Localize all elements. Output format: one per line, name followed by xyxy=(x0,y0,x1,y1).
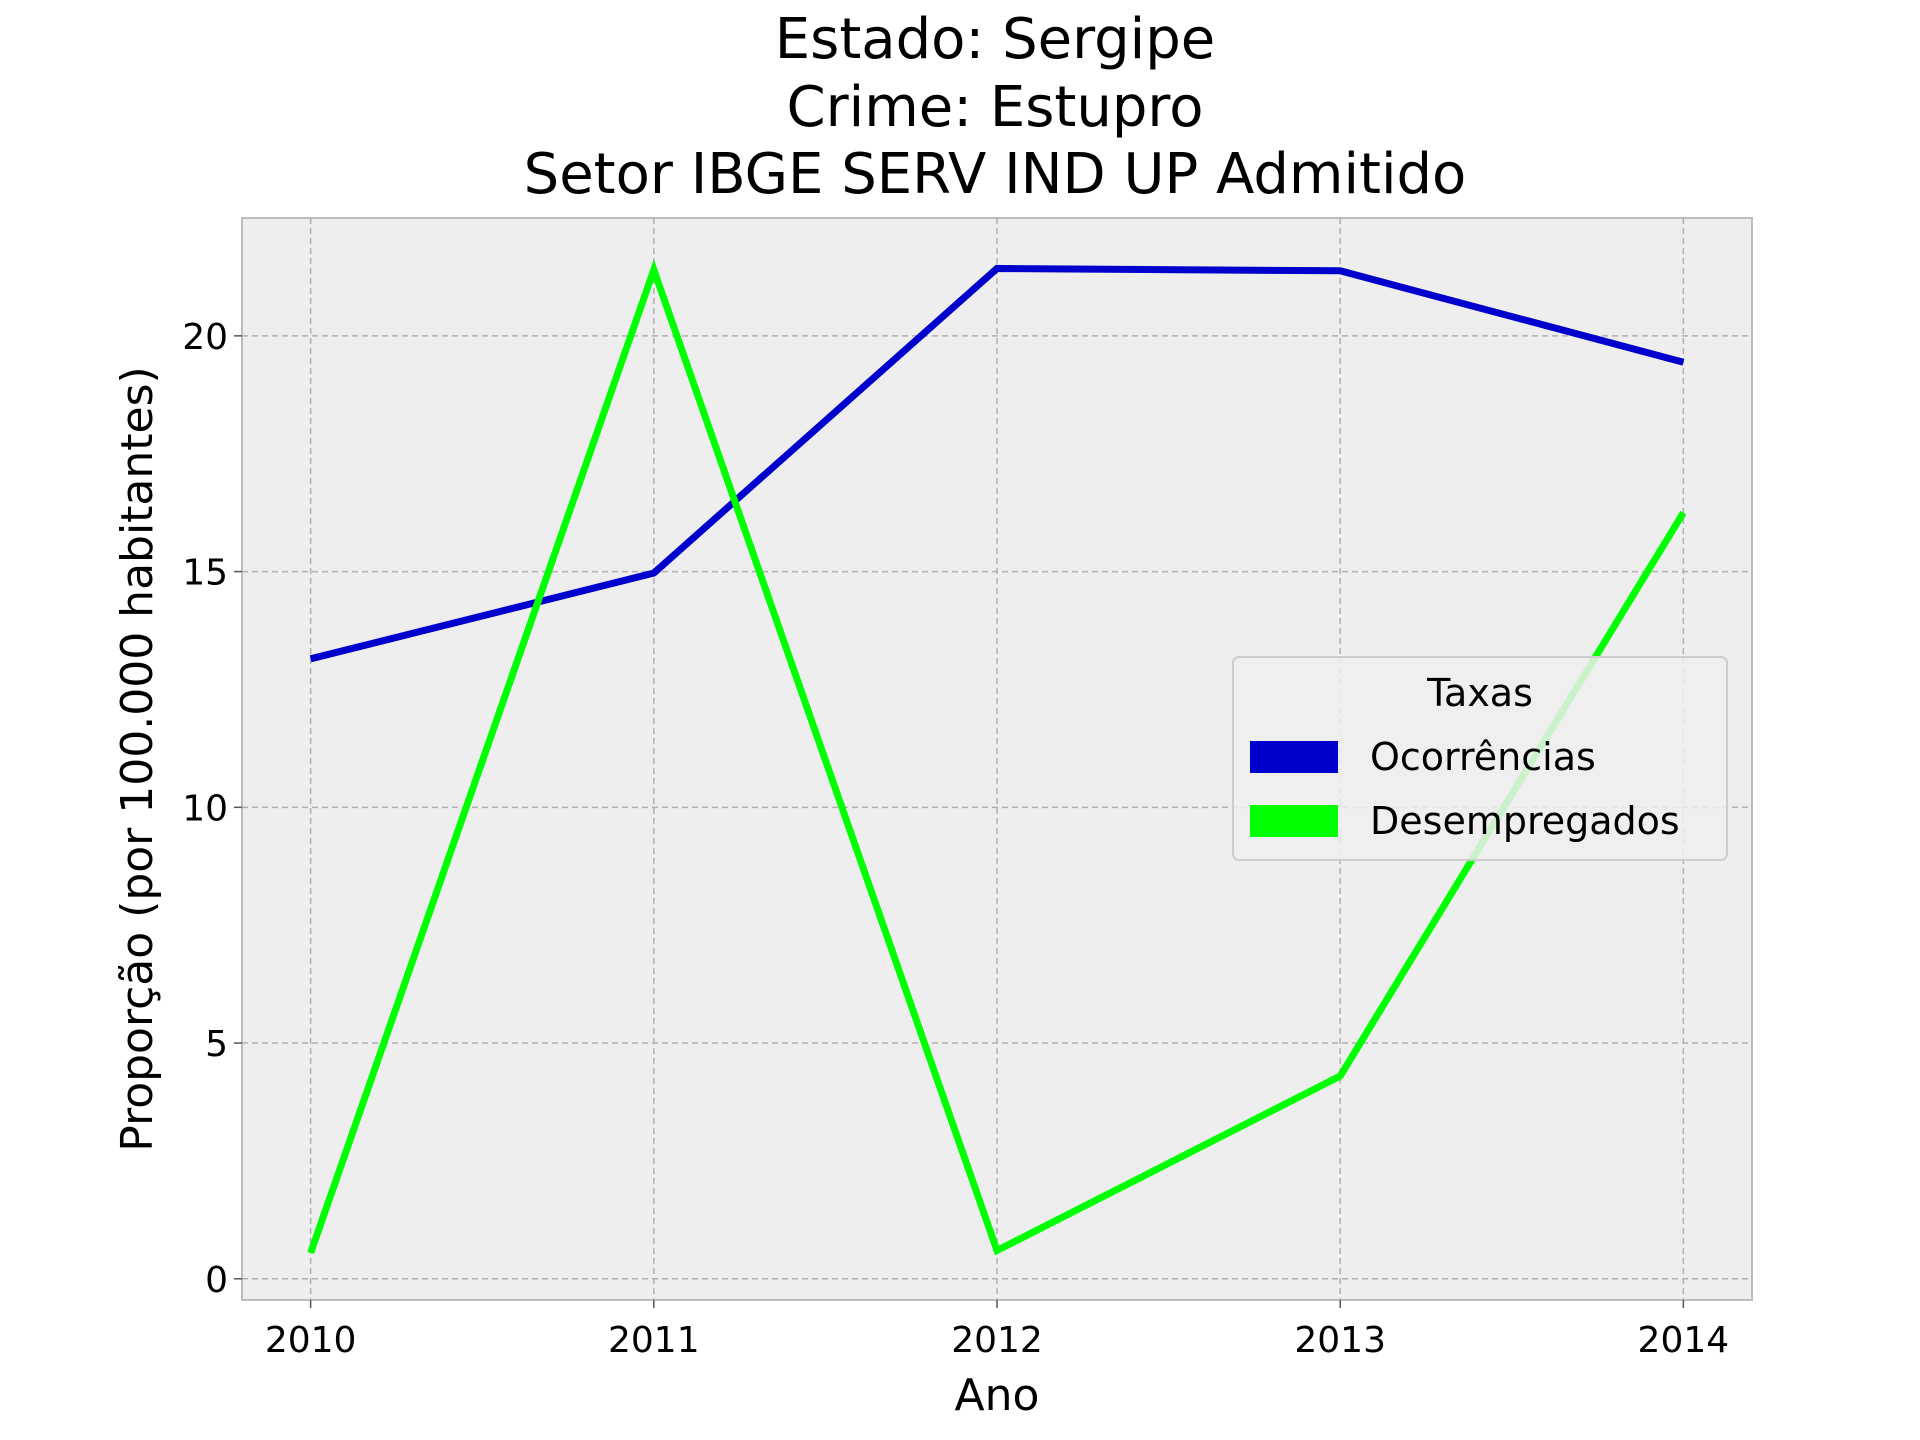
legend-swatch-ocorrencias xyxy=(1250,741,1338,773)
title-line-1: Estado: Sergipe xyxy=(775,7,1215,72)
y-tick-label: 10 xyxy=(182,788,228,829)
legend-box xyxy=(1232,656,1728,861)
x-tick-label: 2012 xyxy=(951,1320,1043,1361)
series-lines xyxy=(307,259,1687,1256)
y-tick-label: 0 xyxy=(205,1260,228,1301)
x-tick-label: 2013 xyxy=(1294,1320,1386,1361)
x-axis-label: Ano xyxy=(955,1370,1040,1421)
title-line-2: Crime: Estupro xyxy=(787,75,1204,140)
y-tick-label: 15 xyxy=(182,553,228,594)
series-line-1 xyxy=(307,259,1687,1256)
y-tick-label: 5 xyxy=(205,1024,228,1065)
x-tick-label: 2014 xyxy=(1638,1320,1730,1361)
y-axis-label: Proporção (por 100.000 habitantes) xyxy=(112,366,163,1151)
y-tick-label: 20 xyxy=(182,317,228,358)
x-tick-label: 2011 xyxy=(608,1320,700,1361)
x-tick-label: 2010 xyxy=(265,1320,357,1361)
legend-label-ocorrencias: Ocorrências xyxy=(1370,735,1596,779)
legend-title: Taxas xyxy=(1426,671,1533,715)
chart-title: Estado: Sergipe Crime: Estupro Setor IBG… xyxy=(524,7,1467,207)
legend-swatch-desempregados xyxy=(1250,805,1338,837)
legend: Taxas Ocorrências Desempregados xyxy=(1232,656,1728,861)
legend-label-desempregados: Desempregados xyxy=(1370,799,1680,843)
title-line-3: Setor IBGE SERV IND UP Admitido xyxy=(524,142,1467,207)
y-axis: 0 5 10 15 20 xyxy=(182,317,228,1301)
x-axis: 2010 2011 2012 2013 2014 xyxy=(265,1320,1729,1361)
